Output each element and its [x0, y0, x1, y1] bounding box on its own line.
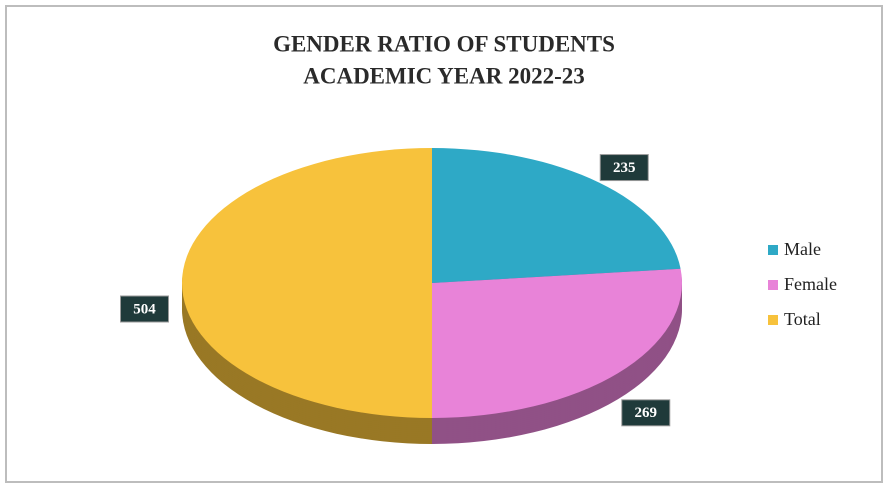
data-label: 235	[613, 160, 636, 176]
legend-swatch	[768, 315, 778, 325]
pie-slice	[432, 268, 683, 418]
pie-slice	[432, 148, 681, 283]
legend-label: Total	[784, 309, 821, 329]
legend-label: Female	[784, 274, 837, 294]
data-label-box	[120, 295, 169, 323]
legend-label: Male	[784, 239, 821, 259]
data-label-box	[599, 154, 649, 182]
legend-swatch	[768, 245, 778, 255]
chart-title: ACADEMIC YEAR 2022-23	[303, 63, 585, 88]
legend-swatch	[768, 280, 778, 290]
data-label: 504	[133, 301, 156, 317]
data-label: 269	[635, 405, 658, 421]
chart-title: GENDER RATIO OF STUDENTS	[273, 31, 615, 56]
data-label-box	[621, 399, 671, 427]
pie-slice	[182, 148, 432, 418]
